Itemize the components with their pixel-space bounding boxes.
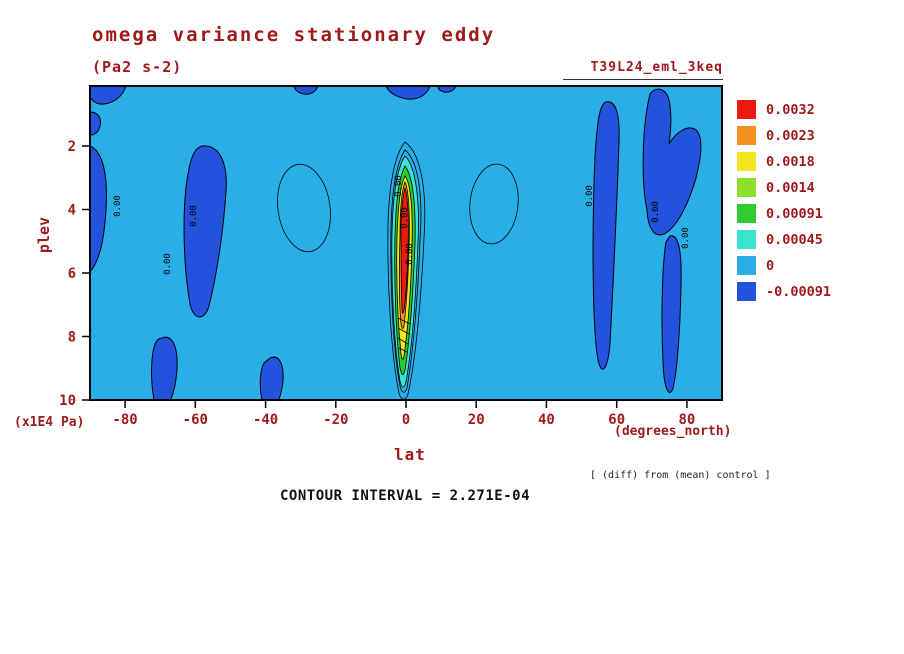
legend-item: 0.0023 <box>737 126 831 145</box>
contour-label: 0.00 <box>651 201 661 223</box>
legend-label: -0.00091 <box>766 283 832 300</box>
y-axis-ticks <box>82 145 90 401</box>
legend-item: -0.00091 <box>737 282 831 301</box>
contour-label: 0.00 <box>163 253 173 275</box>
y-tick-label: 2 <box>68 139 76 155</box>
y-tick-labels: 2 4 6 8 10 <box>59 139 76 409</box>
contour-interval-text: CONTOUR INTERVAL = 2.271E-04 <box>280 488 531 504</box>
legend-label: 0 <box>766 257 775 274</box>
x-tick-label: 80 <box>678 412 695 428</box>
legend-swatch <box>737 282 756 301</box>
legend-swatch <box>737 230 756 249</box>
legend-swatch <box>737 256 756 275</box>
y-tick-label: 10 <box>59 393 76 409</box>
contour-label: 0.00 <box>681 227 691 249</box>
legend-swatch <box>737 126 756 145</box>
x-tick-labels: -80 -60 -40 -20 0 20 40 60 80 <box>112 412 695 428</box>
x-axis-label: lat <box>394 445 426 464</box>
diff-from-control-note: [ (diff) from (mean) control ] <box>590 470 771 481</box>
legend-label: 0.0023 <box>766 127 815 144</box>
legend-swatch <box>737 152 756 171</box>
negative-regions <box>89 85 702 401</box>
x-tick-label: -20 <box>323 412 348 428</box>
x-tick-label: -60 <box>183 412 208 428</box>
legend-label: 0.0018 <box>766 153 815 170</box>
x-tick-label: -40 <box>253 412 278 428</box>
legend-swatch <box>737 100 756 119</box>
legend-swatch <box>737 204 756 223</box>
x-tick-label: 60 <box>608 412 625 428</box>
units-subtitle: (Pa2 s-2) <box>92 58 183 76</box>
contour-plot: 0.00 0.00 0.00 0.00 0.00 0.00 0.00 0.00 … <box>59 85 723 428</box>
legend-label: 0.00091 <box>766 205 823 222</box>
x-tick-label: -80 <box>112 412 137 428</box>
page-title: omega variance stationary eddy <box>92 24 496 46</box>
y-axis-unit: (x1E4 Pa) <box>14 415 85 430</box>
contour-label: 0.00 <box>189 205 199 227</box>
legend-item: 0.0014 <box>737 178 831 197</box>
experiment-tag: T39L24_eml_3keq <box>563 60 723 80</box>
legend-item: 0.00045 <box>737 230 831 249</box>
y-tick-label: 4 <box>68 203 76 219</box>
legend-label: 0.0032 <box>766 101 815 118</box>
x-axis-unit: (degrees_north) <box>614 424 732 439</box>
positive-spike <box>391 155 419 388</box>
contour-label: 0.00 <box>405 243 415 265</box>
legend-item: 0.0032 <box>737 100 831 119</box>
contour-label: 0.00 <box>585 185 595 207</box>
x-axis-ticks <box>124 400 688 408</box>
legend-item: 0 <box>737 256 831 275</box>
contour-label: 0.00 <box>394 175 404 197</box>
x-tick-label: 20 <box>468 412 485 428</box>
legend-label: 0.0014 <box>766 179 815 196</box>
color-legend: 0.0032 0.0023 0.0018 0.0014 0.00091 0.00045 0 -… <box>737 100 831 308</box>
spike-hatching <box>397 317 411 353</box>
contour-label: 0.00 <box>400 207 410 229</box>
legend-item: 0.00091 <box>737 204 831 223</box>
contour-label: 0.00 <box>113 195 123 217</box>
legend-label: 0.00045 <box>766 231 823 248</box>
y-tick-label: 8 <box>68 330 76 346</box>
plot-frame <box>89 85 723 401</box>
y-tick-label: 6 <box>68 266 76 282</box>
legend-item: 0.0018 <box>737 152 831 171</box>
y-axis-label: plev <box>35 216 54 254</box>
x-tick-label: 40 <box>538 412 555 428</box>
legend-swatch <box>737 178 756 197</box>
x-tick-label: 0 <box>402 412 410 428</box>
contour-labels: 0.00 0.00 0.00 0.00 0.00 0.00 0.00 0.00 … <box>113 175 691 275</box>
